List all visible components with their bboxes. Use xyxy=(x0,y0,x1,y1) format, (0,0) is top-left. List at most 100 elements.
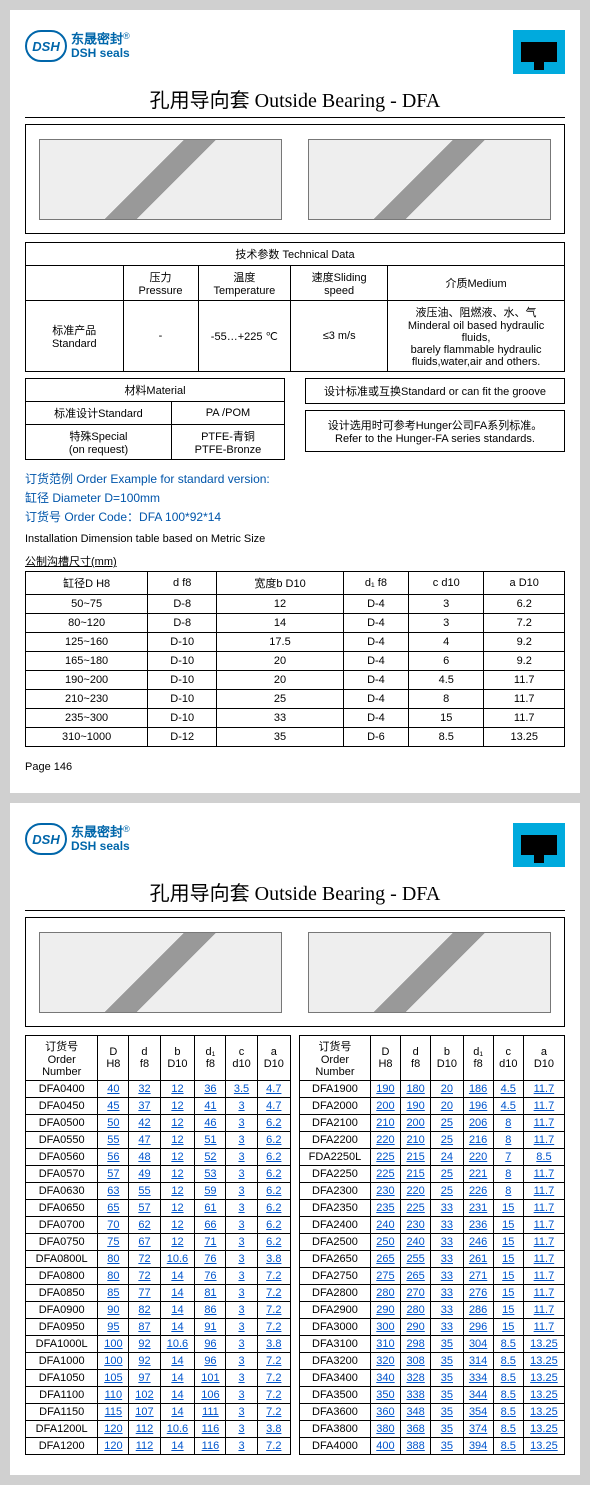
table-row: 80~120D-814D-437.2 xyxy=(26,614,565,633)
parts-col: cd10 xyxy=(493,1036,523,1081)
metric-label: 公制沟槽尺寸(mm) xyxy=(25,553,565,569)
table-row: DFA09509587149137.2 xyxy=(26,1319,291,1336)
table-row: DFA05005042124636.2 xyxy=(26,1115,291,1132)
val-medium: 液压油、阻燃液、水、气 Minderal oil based hydraulic… xyxy=(388,301,565,372)
dim-col: d₁ f8 xyxy=(343,572,408,595)
parts-col: DH8 xyxy=(98,1036,129,1081)
val-speed: ≤3 m/s xyxy=(291,301,388,372)
table-row: DFA2400240230332361511.7 xyxy=(300,1217,565,1234)
parts-table-right: 订货号OrderNumberDH8df8bD10d₁f8cd10aD10DFA1… xyxy=(299,1035,565,1455)
table-row: 165~180D-1020D-469.2 xyxy=(26,652,565,671)
table-row: DFA1200L12011210.611633.8 xyxy=(26,1421,291,1438)
table-row: DFA1050105971410137.2 xyxy=(26,1370,291,1387)
col-order: 订货号OrderNumber xyxy=(300,1036,371,1081)
table-row: 235~300D-1033D-41511.7 xyxy=(26,709,565,728)
parts-col: d₁f8 xyxy=(463,1036,493,1081)
table-row: DFA06306355125936.2 xyxy=(26,1183,291,1200)
table-row: DFA2650265255332611511.7 xyxy=(300,1251,565,1268)
std-header: 设计标准或互换Standard or can fit the groove xyxy=(305,378,565,404)
table-row: DFA3800380368353748.513.25 xyxy=(300,1421,565,1438)
table-row: DFA3000300290332961511.7 xyxy=(300,1319,565,1336)
table-row: DFA225022521525221811.7 xyxy=(300,1166,565,1183)
mat-std-label: 标准设计Standard xyxy=(26,402,172,425)
table-row: DFA3500350338353448.513.25 xyxy=(300,1387,565,1404)
parts-col: d₁f8 xyxy=(195,1036,226,1081)
dim-col: d f8 xyxy=(148,572,217,595)
table-row: DFA1900190180201864.511.7 xyxy=(300,1081,565,1098)
page-number: Page 146 xyxy=(25,761,565,773)
table-row: DFA07007062126636.2 xyxy=(26,1217,291,1234)
brand-en: DSH seals xyxy=(71,47,130,60)
cross-section-diagram xyxy=(25,124,565,234)
brand-cn: 东晟密封 xyxy=(71,825,123,840)
row-label: 标准产品Standard xyxy=(26,301,124,372)
mat-special-label: 特殊Special(on request) xyxy=(26,425,172,460)
table-row: DFA210021020025206811.7 xyxy=(300,1115,565,1132)
parts-header: 订货号OrderNumberDH8df8bD10d₁f8cd10aD10 xyxy=(300,1036,565,1081)
mat-header: 材料Material xyxy=(26,379,285,402)
dim-col: 宽度b D10 xyxy=(217,572,344,595)
table-row: DFA05705749125336.2 xyxy=(26,1166,291,1183)
table-row: DFA100010092149637.2 xyxy=(26,1353,291,1370)
table-row: 190~200D-1020D-44.511.7 xyxy=(26,671,565,690)
logo-badge: DSH xyxy=(25,30,67,62)
table-row: DFA12001201121411637.2 xyxy=(26,1438,291,1455)
parts-col: aD10 xyxy=(523,1036,564,1081)
col-pressure: 压力Pressure xyxy=(123,266,198,301)
table-row: DFA05505547125136.2 xyxy=(26,1132,291,1149)
table-row: DFA3100310298353048.513.25 xyxy=(300,1336,565,1353)
cross-section-diagram xyxy=(25,917,565,1027)
val-temp: -55…+225 ℃ xyxy=(198,301,291,372)
tech-header: 技术参数 Technical Data xyxy=(26,243,565,266)
table-row: DFA220022021025216811.7 xyxy=(300,1132,565,1149)
page-title: 孔用导向套 Outside Bearing - DFA xyxy=(25,84,565,118)
page-1: DSH 东晟密封® DSH seals 孔用导向套 Outside Bearin… xyxy=(10,10,580,793)
table-row: DFA07507567127136.2 xyxy=(26,1234,291,1251)
order-code: 订货号 Order Code：DFA 100*92*14 xyxy=(25,508,565,525)
table-row: DFA2900290280332861511.7 xyxy=(300,1302,565,1319)
table-row: DFA06506557126136.2 xyxy=(26,1200,291,1217)
table-row: FDA2250L2252152422078.5 xyxy=(300,1149,565,1166)
col-order: 订货号OrderNumber xyxy=(26,1036,98,1081)
table-row: DFA11001101021410637.2 xyxy=(26,1387,291,1404)
col-speed: 速度Sliding speed xyxy=(291,266,388,301)
parts-table-left: 订货号OrderNumberDH8df8bD10d₁f8cd10aD10DFA0… xyxy=(25,1035,291,1455)
table-row: DFA0400403212363.54.7 xyxy=(26,1081,291,1098)
table-row: 125~160D-1017.5D-449.2 xyxy=(26,633,565,652)
table-row: DFA04504537124134.7 xyxy=(26,1098,291,1115)
table-row: DFA2800280270332761511.7 xyxy=(300,1285,565,1302)
table-row: DFA09009082148637.2 xyxy=(26,1302,291,1319)
val-pressure: - xyxy=(123,301,198,372)
table-row: DFA3600360348353548.513.25 xyxy=(300,1404,565,1421)
table-row: 210~230D-1025D-4811.7 xyxy=(26,690,565,709)
table-row: DFA3200320308353148.513.25 xyxy=(300,1353,565,1370)
mat-std-val: PA /POM xyxy=(171,402,284,425)
install-label: Installation Dimension table based on Me… xyxy=(25,533,565,545)
table-row: DFA08508577148137.2 xyxy=(26,1285,291,1302)
dim-col: c d10 xyxy=(409,572,484,595)
reg-mark: ® xyxy=(123,31,130,41)
table-row: 50~75D-812D-436.2 xyxy=(26,595,565,614)
parts-col: DH8 xyxy=(370,1036,400,1081)
table-row: 310~1000D-1235D-68.513.25 xyxy=(26,728,565,747)
brand-logo: DSH 东晟密封® DSH seals xyxy=(25,823,130,855)
page-2: DSH 东晟密封® DSH seals 孔用导向套 Outside Bearin… xyxy=(10,803,580,1475)
page-title: 孔用导向套 Outside Bearing - DFA xyxy=(25,877,565,911)
page-header: DSH 东晟密封® DSH seals xyxy=(25,823,565,867)
reg-mark: ® xyxy=(123,824,130,834)
mat-special-val: PTFE-青铜PTFE-Bronze xyxy=(171,425,284,460)
page-header: DSH 东晟密封® DSH seals xyxy=(25,30,565,74)
table-row: DFA3400340328353348.513.25 xyxy=(300,1370,565,1387)
brand-cn: 东晟密封 xyxy=(71,32,123,47)
tech-data-table: 技术参数 Technical Data 压力Pressure 温度Tempera… xyxy=(25,242,565,372)
table-row: DFA2750275265332711511.7 xyxy=(300,1268,565,1285)
std-note: 设计选用时可参考Hunger公司FA系列标准。 Refer to the Hun… xyxy=(305,410,565,452)
table-row: DFA11501151071411137.2 xyxy=(26,1404,291,1421)
table-row: DFA08008072147637.2 xyxy=(26,1268,291,1285)
parts-col: cd10 xyxy=(226,1036,257,1081)
table-row: DFA230023022025226811.7 xyxy=(300,1183,565,1200)
parts-col: bD10 xyxy=(431,1036,463,1081)
parts-col: aD10 xyxy=(257,1036,290,1081)
parts-col: bD10 xyxy=(160,1036,195,1081)
col-medium: 介质Medium xyxy=(388,266,565,301)
